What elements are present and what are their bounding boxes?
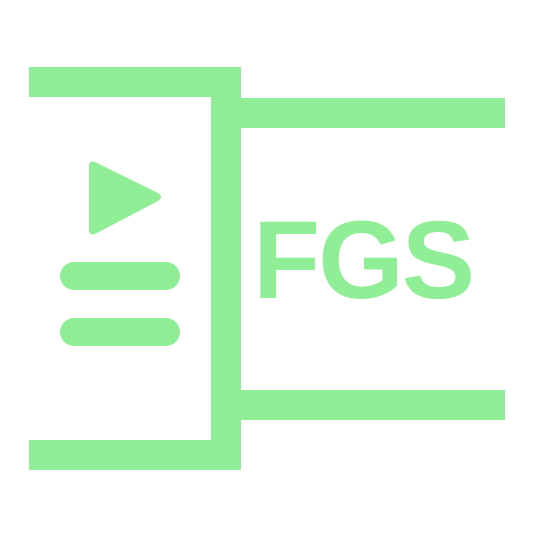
list-line-top (60, 262, 180, 290)
right-top-rail (241, 98, 505, 128)
left-bracket-frame (29, 67, 241, 470)
play-icon (89, 161, 161, 235)
left-frame-bottom-bar (29, 440, 241, 470)
right-bottom-rail (241, 390, 505, 420)
logo-wordmark: FGS (253, 199, 475, 322)
list-lines-icon (60, 262, 180, 346)
list-line-bottom (60, 318, 180, 346)
right-rails (241, 98, 505, 420)
frame-divider-bar (211, 67, 241, 470)
left-frame-top-bar (29, 67, 241, 97)
